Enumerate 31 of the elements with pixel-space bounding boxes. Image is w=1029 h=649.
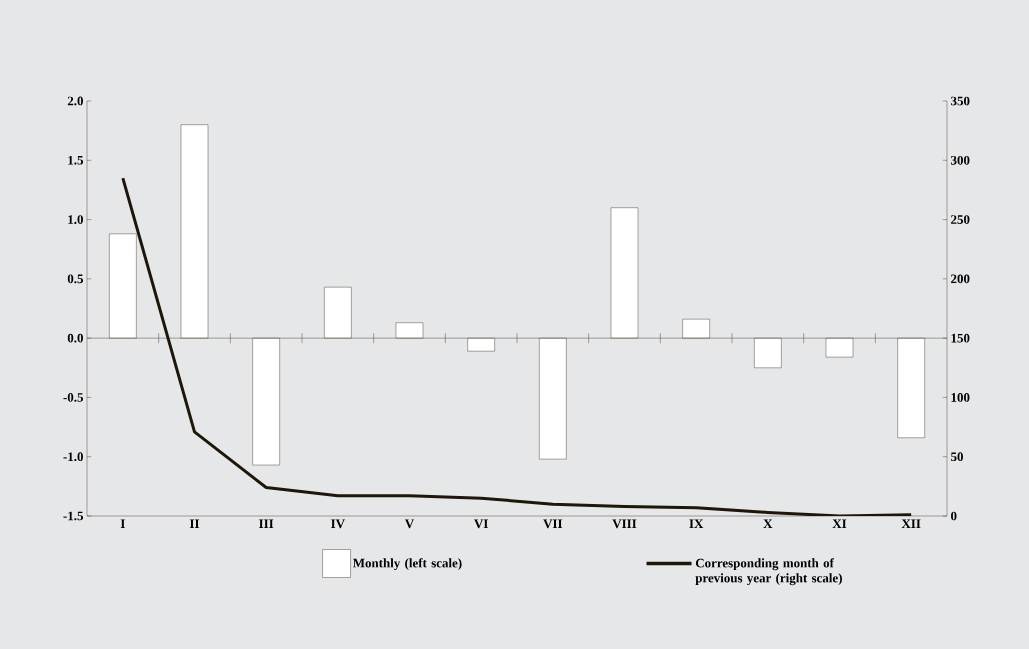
x-tick-label: X xyxy=(763,519,773,528)
y-tick-label: 2.0 xyxy=(67,96,83,106)
x-tick-label: V xyxy=(404,519,415,529)
y2-tick-label: 350 xyxy=(951,96,970,106)
y-tick-label: 1.5 xyxy=(68,155,84,165)
x-tick-label: IX xyxy=(689,519,704,528)
x-tick-label: XII xyxy=(901,519,921,528)
y2-tick-label: 150 xyxy=(951,333,970,343)
y-tick-label: -1.0 xyxy=(63,452,83,462)
y2-tick-label: 100 xyxy=(951,393,970,402)
y2-tick-label: 0 xyxy=(951,511,957,521)
y2-tick-label: 200 xyxy=(951,274,970,284)
legend-label: Corresponding month of previous year (right scale) xyxy=(695,558,842,586)
y-tick-label: -0.5 xyxy=(63,393,84,402)
x-tick-label: XI xyxy=(832,519,847,528)
y-tick-label: -1.5 xyxy=(63,511,84,521)
x-tick-label: I xyxy=(120,519,125,528)
x-tick-label: IV xyxy=(331,519,345,529)
x-tick-label: VI xyxy=(474,519,488,529)
y-tick-label: 0.5 xyxy=(67,274,84,284)
y2-tick-label: 50 xyxy=(951,452,963,462)
legend-label: Monthly (left scale) xyxy=(353,558,462,571)
y2-tick-label: 300 xyxy=(951,155,970,165)
line-series xyxy=(121,176,913,516)
x-tick-label: VII xyxy=(543,519,563,529)
x-tick-label: II xyxy=(189,519,200,528)
x-tick-label: III xyxy=(259,519,274,528)
y2-tick-label: 250 xyxy=(951,215,970,224)
y-tick-label: 1.0 xyxy=(68,215,83,224)
y-tick-label: 0.0 xyxy=(67,333,83,343)
x-tick-label: VIII xyxy=(612,519,637,529)
